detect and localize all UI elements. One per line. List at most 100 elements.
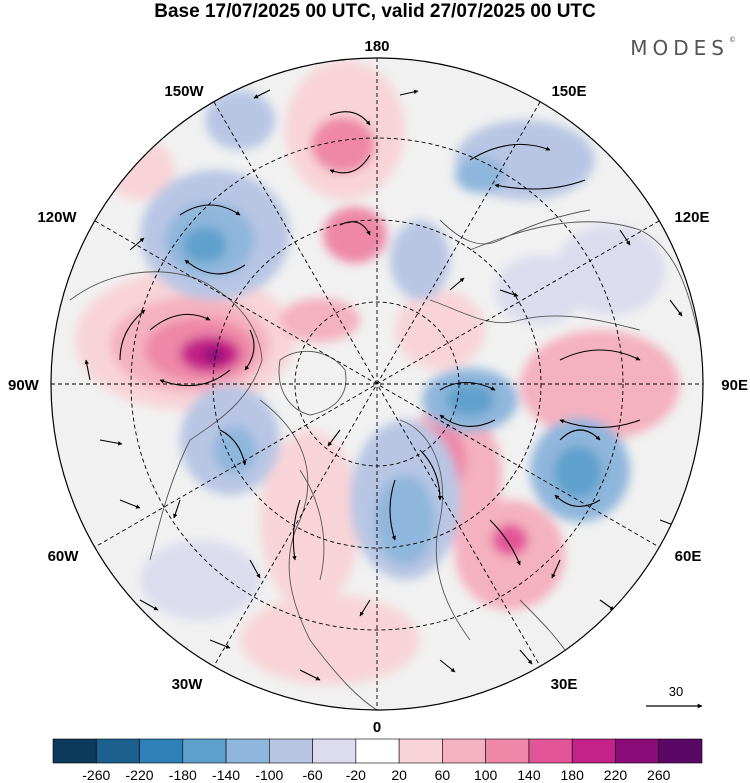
longitude-labels: 180 0 90W 90E 150W 120W 150E 120E 60W 30… (8, 38, 748, 736)
lon-label-180: 180 (364, 38, 389, 55)
colorbar-swatch (225, 738, 270, 764)
colorbar-swatch (355, 738, 400, 764)
colorbar-swatch (312, 738, 357, 764)
wind-vector (185, 99, 201, 111)
positive-anomaly (280, 298, 360, 342)
colorbar-swatch (95, 738, 140, 764)
wind-vector (559, 419, 641, 429)
wind-vector (159, 369, 231, 387)
colorbar-label: 60 (435, 767, 451, 783)
copyright-mark: © (729, 36, 736, 44)
reference-vector-label: 30 (669, 684, 683, 699)
positive-anomaly (323, 207, 387, 263)
brand-logo: MODES© (630, 36, 736, 60)
negative-anomaly (183, 227, 227, 263)
coastline-siberia (469, 221, 701, 341)
wind-vector (469, 143, 551, 161)
colorbar-swatch (485, 738, 530, 764)
colorbar-label: 180 (561, 767, 585, 783)
wind-vector (559, 429, 601, 441)
wind-vector (629, 149, 645, 161)
wind-vector (439, 659, 456, 673)
wind-vector (119, 309, 146, 361)
coastline-scandinavia (399, 419, 471, 641)
chart-title: Base 17/07/2025 00 UTC, valid 27/07/2025… (154, 1, 596, 22)
lon-label-90w: 90W (8, 377, 40, 394)
wind-vector (399, 89, 419, 96)
lon-label-0: 0 (373, 719, 381, 736)
colorbar-swatch (398, 738, 443, 764)
colorbar-label: -220 (126, 767, 154, 783)
reference-vector: 30 (646, 684, 703, 709)
colorbar-label: 100 (474, 767, 498, 783)
colorbar-label: -100 (255, 767, 283, 783)
wind-vector (209, 639, 231, 649)
lon-label-120e: 120E (674, 209, 709, 226)
wind-vector (244, 329, 255, 371)
colorbar-swatch (182, 738, 227, 764)
lon-label-30e: 30E (551, 676, 578, 693)
wind-vectors (84, 89, 683, 681)
coastline-greenland (259, 399, 381, 710)
wind-vector (129, 237, 145, 251)
wind-vector (329, 111, 371, 126)
wind-vector (329, 154, 371, 174)
positive-anomaly (311, 117, 375, 173)
colorbar-swatch (442, 738, 486, 764)
wind-vector (419, 449, 443, 501)
wind-vector (439, 381, 496, 391)
wind-vector (489, 519, 521, 566)
wind-vector (327, 429, 341, 447)
lon-label-150e: 150E (551, 83, 586, 100)
wind-vector (184, 259, 246, 275)
colorbar-swatch (269, 738, 313, 764)
colorbar-label: -260 (82, 767, 110, 783)
coastline-north-america (69, 271, 263, 561)
colorbar-label: -180 (169, 767, 197, 783)
lon-label-30w: 30W (172, 676, 204, 693)
wind-vector (253, 89, 271, 99)
colorbar-label: 220 (604, 767, 628, 783)
wind-vector (179, 204, 241, 216)
wind-vector (359, 599, 371, 617)
wind-vector (599, 599, 615, 611)
coastline-chukotka (439, 209, 591, 245)
colorbar-swatch (139, 738, 184, 764)
colorbar-label: -20 (346, 767, 366, 783)
meridian-120e-60w (94, 220, 660, 548)
colorbar-label: 20 (391, 767, 407, 783)
wind-vector (449, 277, 465, 291)
coastline-greenland-east (299, 469, 325, 581)
colorbar-swatch (658, 738, 703, 764)
wind-vector (554, 494, 601, 507)
brand-text: MODES (630, 36, 729, 60)
lon-label-90e: 90E (721, 377, 748, 394)
graticule (51, 58, 703, 710)
wind-vector (559, 349, 641, 361)
negative-anomaly (390, 220, 450, 300)
negative-anomaly (495, 255, 585, 325)
colorbar-label: -60 (302, 767, 322, 783)
wind-vector (499, 289, 519, 297)
wind-vector (389, 479, 396, 541)
wind-vector (494, 179, 586, 190)
positive-anomaly (260, 430, 360, 610)
lon-label-60e: 60E (675, 548, 702, 565)
negative-anomaly (140, 540, 260, 620)
wind-vector (669, 299, 683, 317)
coastline-russia (429, 299, 641, 331)
wind-vector (84, 359, 91, 381)
wind-vector (519, 649, 533, 665)
positive-anomaly (395, 290, 485, 370)
negative-anomaly (375, 475, 435, 565)
colorbar-label: 260 (647, 767, 671, 783)
negative-anomaly (446, 384, 494, 416)
colorbar-swatch (615, 738, 660, 764)
lon-label-120w: 120W (37, 209, 77, 226)
map-boundary (50, 57, 704, 711)
positive-anomaly (240, 595, 420, 685)
wind-vector (249, 559, 261, 579)
negative-anomaly (205, 90, 275, 150)
wind-vector (99, 439, 123, 446)
colorbar-label: 140 (517, 767, 541, 783)
